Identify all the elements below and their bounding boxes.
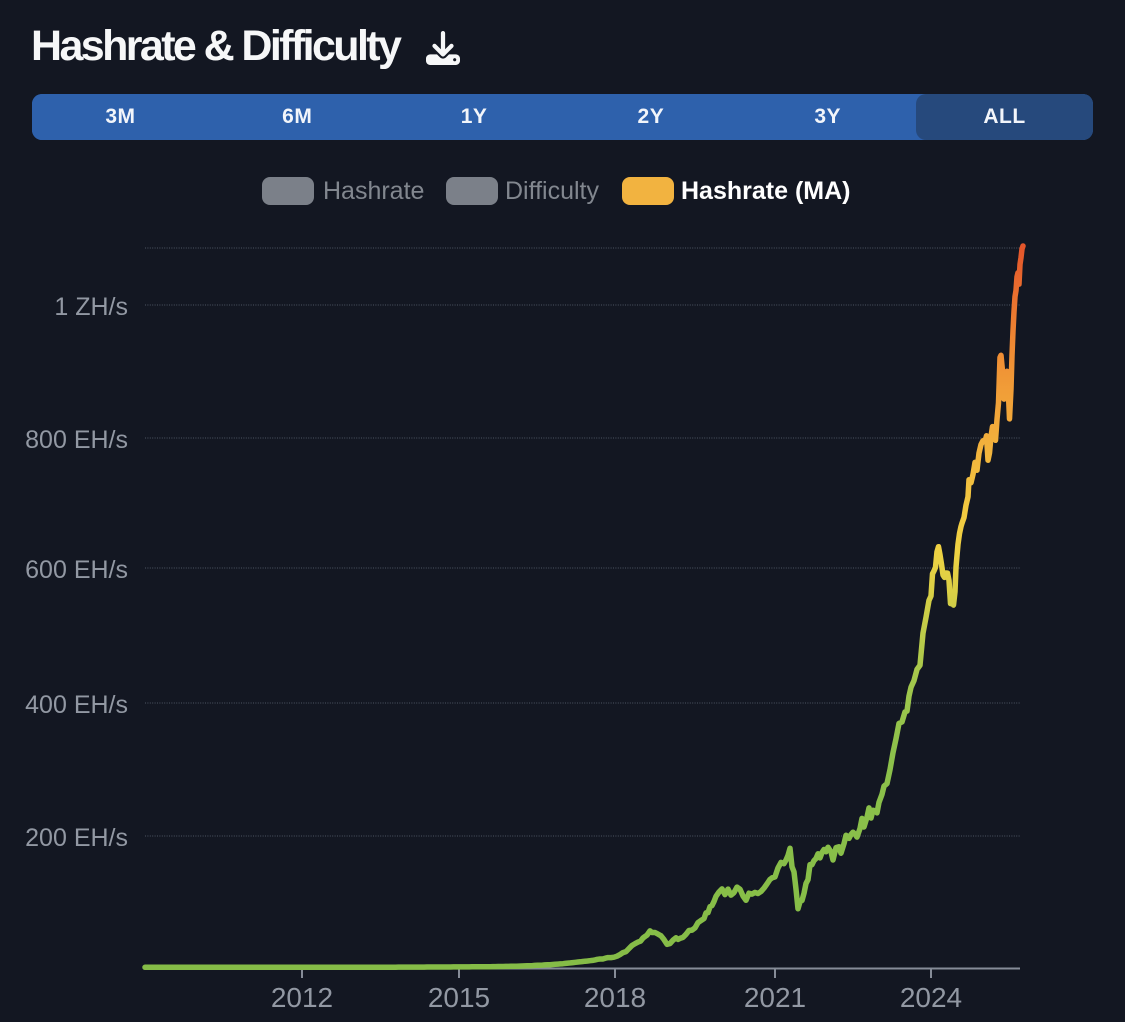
svg-text:2018: 2018 <box>584 982 646 1013</box>
svg-text:1 ZH/s: 1 ZH/s <box>54 293 128 321</box>
svg-text:600 EH/s: 600 EH/s <box>25 556 128 584</box>
svg-text:400 EH/s: 400 EH/s <box>25 691 128 719</box>
svg-text:2015: 2015 <box>428 982 490 1013</box>
svg-text:2024: 2024 <box>900 982 962 1013</box>
svg-text:800 EH/s: 800 EH/s <box>25 426 128 454</box>
svg-text:200 EH/s: 200 EH/s <box>25 824 128 852</box>
svg-text:2021: 2021 <box>744 982 806 1013</box>
svg-text:2012: 2012 <box>271 982 333 1013</box>
